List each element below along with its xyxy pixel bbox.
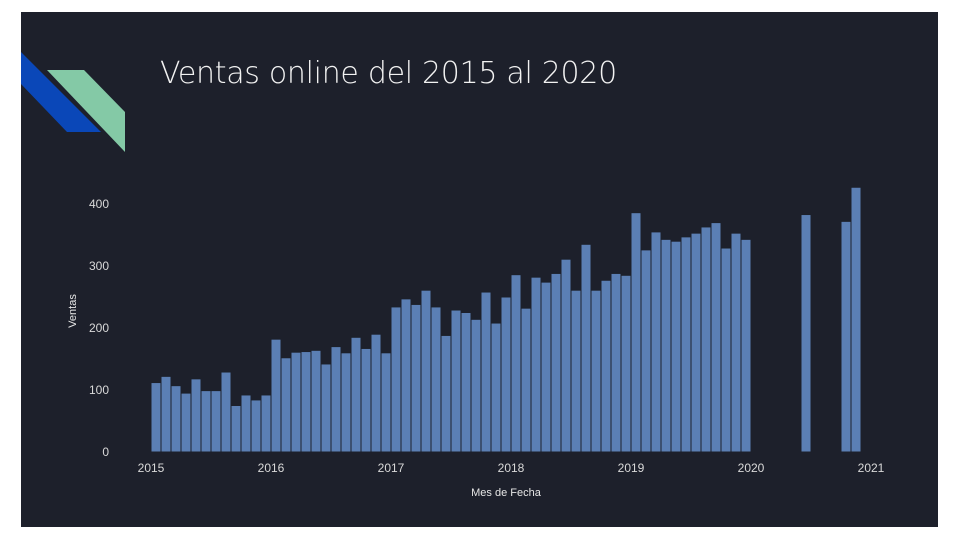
y-axis-ticks: 0 100 200 300 400 [89, 197, 109, 459]
bar [430, 306, 442, 453]
bar [710, 222, 722, 453]
bar [720, 247, 732, 453]
y-tick-label: 0 [102, 445, 109, 459]
bar [590, 289, 602, 453]
bar [420, 289, 432, 453]
bar [650, 231, 662, 453]
bar [190, 378, 202, 453]
bar [290, 351, 302, 453]
bar [530, 276, 542, 453]
blue-stripe [21, 52, 101, 132]
x-axis-ticks: 2015 2016 2017 2018 2019 2020 2021 [138, 461, 885, 475]
x-tick-label: 2015 [138, 461, 165, 475]
bar [660, 238, 672, 453]
bar [220, 371, 232, 453]
bar [560, 258, 572, 453]
bar [440, 334, 452, 453]
corner-decoration [21, 52, 125, 152]
x-tick-label: 2021 [858, 461, 885, 475]
bar [450, 309, 462, 453]
bar [670, 240, 682, 453]
bar [250, 399, 262, 453]
bar [160, 375, 172, 453]
bar [260, 394, 272, 453]
bars [150, 186, 862, 453]
y-tick-label: 200 [89, 321, 109, 335]
x-tick-label: 2016 [258, 461, 285, 475]
bar [570, 289, 582, 453]
bar [520, 307, 532, 453]
bar [640, 249, 652, 453]
bar [180, 392, 192, 453]
bar [350, 336, 362, 453]
x-tick-label: 2020 [738, 461, 765, 475]
bar [330, 346, 342, 453]
bar [630, 212, 642, 453]
bar [500, 296, 512, 453]
y-tick-label: 100 [89, 383, 109, 397]
bar [230, 405, 242, 453]
slide-title: Ventas online del 2015 al 2020 [160, 56, 617, 91]
bar [340, 352, 352, 453]
bar [200, 390, 212, 453]
bar [400, 298, 412, 453]
x-axis-title: Mes de Fecha [471, 487, 542, 499]
y-tick-label: 300 [89, 259, 109, 273]
y-axis-title: Ventas [67, 294, 79, 328]
bar [370, 333, 382, 453]
bar [270, 338, 282, 453]
bar [410, 303, 422, 453]
bar [610, 272, 622, 453]
bar [690, 232, 702, 453]
bar [390, 306, 402, 453]
bar [740, 238, 752, 453]
bar [840, 220, 852, 453]
bar [480, 291, 492, 453]
slide: Ventas online del 2015 al 2020 0 100 200 30… [21, 12, 938, 527]
bar [510, 274, 522, 453]
bar [490, 322, 502, 453]
bar [850, 186, 862, 453]
bar [550, 272, 562, 453]
bar [300, 351, 312, 453]
x-tick-label: 2018 [498, 461, 525, 475]
bar [210, 390, 222, 453]
bar [680, 236, 692, 453]
bar [540, 281, 552, 453]
bar [280, 357, 292, 453]
bar [700, 226, 712, 453]
bar [150, 382, 162, 453]
bar [310, 349, 322, 453]
bar [320, 363, 332, 453]
bar [380, 352, 392, 453]
bar [600, 279, 612, 453]
bar [730, 232, 742, 453]
bar [170, 385, 182, 453]
x-tick-label: 2019 [618, 461, 645, 475]
green-stripe [47, 70, 125, 152]
bar [360, 347, 372, 453]
bar [620, 274, 632, 453]
y-tick-label: 400 [89, 197, 109, 211]
bar [470, 318, 482, 453]
bar [460, 312, 472, 453]
bar [240, 394, 252, 453]
bar [800, 214, 812, 453]
x-tick-label: 2017 [378, 461, 405, 475]
bar [580, 243, 592, 453]
